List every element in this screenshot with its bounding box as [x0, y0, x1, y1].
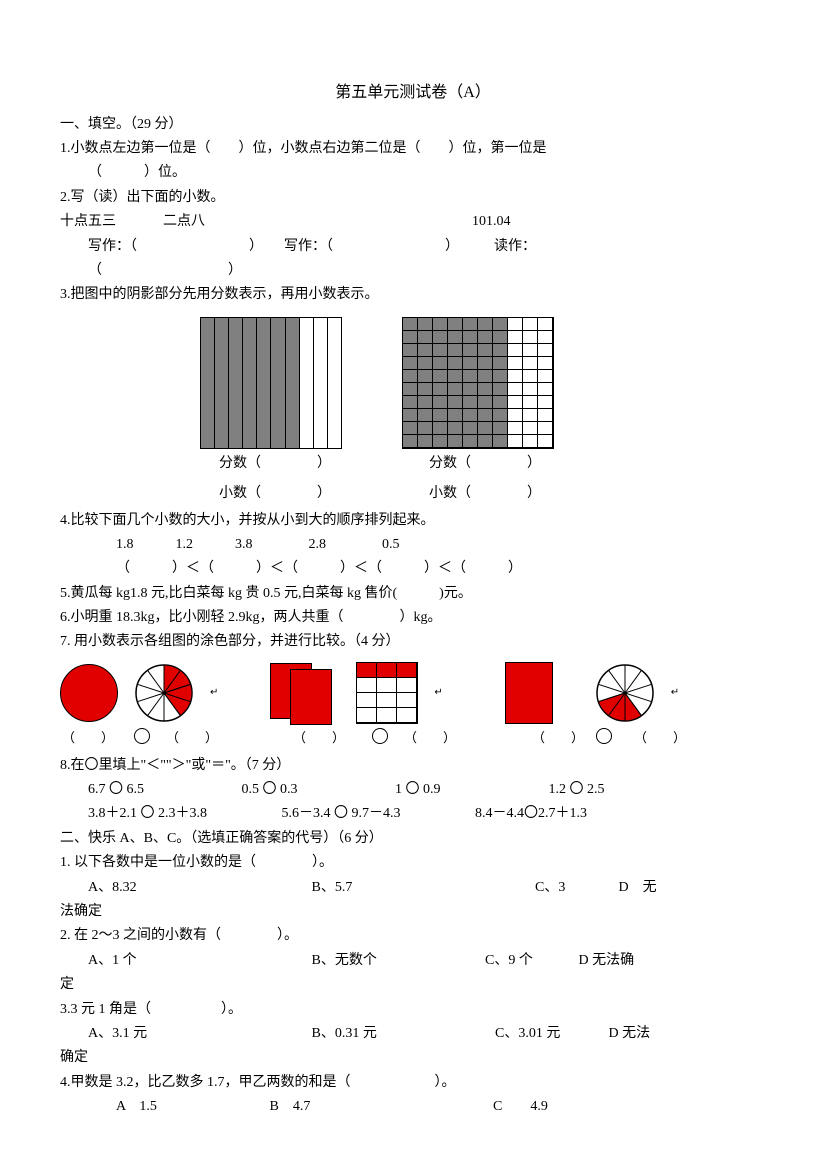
hundredths-diagram — [402, 317, 554, 449]
q7: 7. 用小数表示各组图的涂色部分，并进行比较。（4 分） — [60, 631, 766, 653]
page-title: 第五单元测试卷（A） — [60, 80, 766, 106]
q2-v3: 101.04 — [472, 214, 511, 229]
s2q4-opts: A 1.5 B 4.7 C 4.9 — [60, 1096, 766, 1118]
q7-diagrams: ↵ ↵ ↵ — [60, 662, 766, 724]
pie-4-of-10-icon — [134, 663, 194, 723]
xs-label-1: 小数（ ） — [200, 483, 350, 505]
grid-3x4-icon — [356, 662, 418, 724]
q8r1c: 1 〇 0.9 — [395, 779, 545, 801]
q4-nums: 1.8 1.2 3.8 2.8 0.5 — [60, 534, 766, 556]
q8r1d: 1.2 〇 2.5 — [549, 779, 605, 801]
q2-heading: 2.写（读）出下面的小数。 — [60, 187, 766, 209]
s2q3: 3.3 元 1 角是（ ）。 — [60, 999, 766, 1021]
q7-a1: （ ） — [60, 728, 116, 749]
q8r2a: 3.8＋2.1 〇 2.3＋3.8 — [88, 803, 278, 825]
s2q3a: A、3.1 元 — [88, 1023, 308, 1045]
q3-labels-xs: 小数（ ） 小数（ ） — [200, 483, 766, 505]
compare-circle-icon — [596, 728, 612, 744]
compare-circle-icon — [134, 728, 150, 744]
q2-row1: 十点五三 二点八 101.04 — [60, 211, 766, 233]
s2q1a: A、8.32 — [88, 877, 308, 899]
q8-row2: 3.8＋2.1 〇 2.3＋3.8 5.6－3.4 〇 9.7－4.3 8.4－… — [60, 803, 766, 825]
s2q1d: D 无 — [619, 877, 657, 899]
s2q2c: C、9 个 — [485, 950, 575, 972]
red-rect-icon — [505, 662, 553, 724]
arrow-icon: ↵ — [210, 685, 218, 701]
q7-b1: （ ） — [284, 728, 354, 749]
q8r2b: 5.6－3.4 〇 9.7－4.3 — [282, 803, 472, 825]
s2q1-opts: A、8.32 B、5.7 C、3 D 无 — [60, 877, 766, 899]
fs-label-1: 分数（ ） — [200, 453, 350, 475]
s2q4c: C 4.9 — [493, 1096, 548, 1118]
s2q3b: B、0.31 元 — [312, 1023, 492, 1045]
s2q1d2: 法确定 — [60, 901, 766, 923]
q7-a2: （ ） — [162, 728, 222, 749]
q3-diagrams — [200, 317, 766, 449]
s2q1c: C、3 — [535, 877, 615, 899]
full-red-circle-icon — [60, 664, 118, 722]
q8r1a: 6.7 〇 6.5 — [88, 779, 238, 801]
q8: 8.在〇里填上"＜""＞"或"＝"。（7 分） — [60, 755, 766, 777]
q4: 4.比较下面几个小数的大小，并按从小到大的顺序排列起来。 — [60, 510, 766, 532]
s2q4: 4.甲数是 3.2，比乙数多 1.7，甲乙两数的和是（ ）。 — [60, 1072, 766, 1094]
q1-line1: 1.小数点左边第一位是（ ）位，小数点右边第二位是（ ）位，第一位是 — [60, 138, 766, 160]
section1-heading: 一、填空。（29 分） — [60, 114, 766, 136]
q4-order: （ ）＜（ ）＜（ ）＜（ ）＜（ ） — [60, 558, 766, 580]
s2q4a: A 1.5 — [116, 1096, 266, 1118]
s2q2: 2. 在 2～3 之间的小数有（ ）。 — [60, 925, 766, 947]
s2q2b: B、无数个 — [312, 950, 482, 972]
q7-b2: （ ） — [400, 728, 460, 749]
q1-line2: （ ）位。 — [60, 162, 766, 184]
arrow-icon-3: ↵ — [671, 685, 679, 701]
tenths-diagram — [200, 317, 342, 449]
s2q2a: A、1 个 — [88, 950, 308, 972]
two-squares-icon — [270, 663, 340, 723]
compare-circle-icon — [372, 728, 388, 744]
s2q1: 1. 以下各数中是一位小数的是（ ）。 — [60, 852, 766, 874]
q6: 6.小明重 18.3kg，比小刚轻 2.9kg，两人共重（ ）kg。 — [60, 607, 766, 629]
q7-c1: （ ） — [532, 728, 578, 749]
fs-label-2: 分数（ ） — [410, 453, 560, 475]
q2-write: 写作：（ ） 写作：（ ） 读作： — [60, 236, 766, 258]
q7-labels: （ ） （ ） （ ） （ ） （ ） （ ） — [60, 728, 766, 749]
s2q3d: D 无法 — [609, 1023, 651, 1045]
q2-v2: 二点八 — [163, 214, 205, 229]
q8r2c: 8.4－4.4〇2.7＋1.3 — [475, 803, 587, 825]
q2-v1: 十点五三 — [60, 214, 116, 229]
q3-labels-fs: 分数（ ） 分数（ ） — [200, 453, 766, 475]
s2q2d2: 定 — [60, 974, 766, 996]
pie-3-of-10-icon — [595, 663, 655, 723]
section2-heading: 二、快乐 A、B、C。（选填正确答案的代号）（6 分） — [60, 828, 766, 850]
q7-c2: （ ） — [630, 728, 690, 749]
s2q3c: C、3.01 元 — [495, 1023, 605, 1045]
s2q4b: B 4.7 — [270, 1096, 490, 1118]
xs-label-2: 小数（ ） — [410, 483, 560, 505]
q2-write2: （ ） — [60, 260, 766, 282]
s2q3d2: 确定 — [60, 1047, 766, 1069]
q5: 5.黄瓜每 kg1.8 元,比白菜每 kg 贵 0.5 元,白菜每 kg 售价(… — [60, 583, 766, 605]
s2q2-opts: A、1 个 B、无数个 C、9 个 D 无法确 — [60, 950, 766, 972]
s2q2d: D 无法确 — [579, 950, 635, 972]
q8-row1: 6.7 〇 6.5 0.5 〇 0.3 1 〇 0.9 1.2 〇 2.5 — [60, 779, 766, 801]
arrow-icon-2: ↵ — [434, 685, 442, 701]
s2q1b: B、5.7 — [312, 877, 532, 899]
q8r1b: 0.5 〇 0.3 — [242, 779, 392, 801]
s2q3-opts: A、3.1 元 B、0.31 元 C、3.01 元 D 无法 — [60, 1023, 766, 1045]
q3: 3.把图中的阴影部分先用分数表示，再用小数表示。 — [60, 284, 766, 306]
